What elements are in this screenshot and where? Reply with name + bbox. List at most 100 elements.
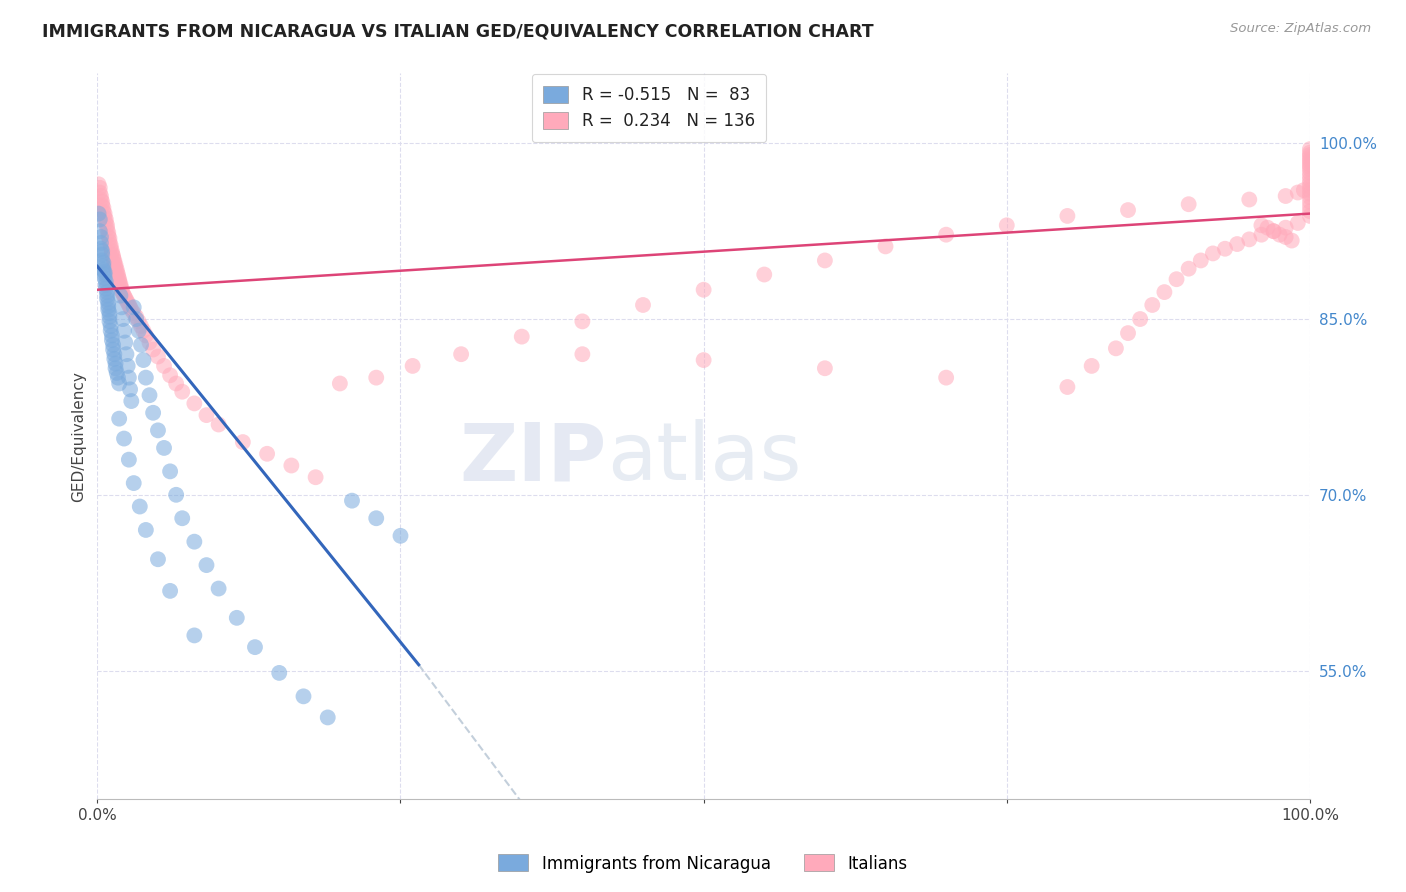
Point (1299, 190, 1322, 204)
Point (112, 324, 135, 338)
Point (98, 235, 121, 249)
Point (814, 361, 837, 376)
Point (101, 244, 124, 258)
Point (98, 231, 121, 245)
Point (98, 306, 121, 320)
Point (94, 216, 117, 230)
Point (103, 256, 125, 270)
Point (153, 441, 176, 455)
Point (692, 283, 714, 297)
Point (107, 269, 129, 284)
Point (138, 335, 160, 350)
Point (1299, 162, 1322, 177)
Point (120, 301, 142, 315)
Point (1299, 148, 1322, 162)
Point (97, 302, 120, 317)
Point (93, 204, 115, 219)
Point (1299, 209, 1322, 223)
Point (142, 343, 165, 357)
Point (1202, 246, 1225, 260)
Point (135, 523, 157, 537)
Point (146, 552, 169, 566)
Legend: Immigrants from Nicaragua, Italians: Immigrants from Nicaragua, Italians (492, 847, 914, 880)
Point (97, 299, 120, 313)
Point (105, 265, 128, 279)
Point (110, 282, 132, 296)
Point (96, 219, 118, 233)
Point (110, 277, 132, 291)
Point (115, 347, 138, 361)
Point (90, 189, 112, 203)
Point (87, 178, 110, 192)
Text: IMMIGRANTS FROM NICARAGUA VS ITALIAN GED/EQUIVALENCY CORRELATION CHART: IMMIGRANTS FROM NICARAGUA VS ITALIAN GED… (42, 22, 873, 40)
Point (122, 306, 145, 320)
Point (995, 219, 1018, 233)
Point (1256, 220, 1278, 235)
Point (1250, 227, 1272, 242)
Point (1116, 203, 1139, 218)
Point (340, 493, 363, 508)
Point (1189, 253, 1212, 268)
Point (1299, 169, 1322, 183)
Point (1299, 172, 1322, 186)
Point (1299, 145, 1322, 160)
Point (112, 432, 135, 446)
Point (366, 511, 388, 525)
Point (105, 366, 128, 380)
Point (935, 227, 957, 242)
Point (89, 181, 111, 195)
Point (195, 558, 218, 573)
Point (1286, 216, 1309, 230)
Point (89, 212, 111, 227)
Point (112, 288, 135, 302)
Point (96, 292, 118, 306)
Point (510, 329, 533, 343)
Point (1056, 380, 1078, 394)
Text: Source: ZipAtlas.com: Source: ZipAtlas.com (1230, 22, 1371, 36)
Point (1056, 209, 1078, 223)
Point (105, 263, 128, 277)
Point (1292, 183, 1315, 197)
Point (172, 511, 194, 525)
Point (103, 351, 125, 366)
Point (316, 710, 339, 724)
Point (93, 265, 115, 279)
Point (101, 338, 124, 352)
Point (94, 282, 117, 296)
Point (120, 382, 142, 396)
Point (98, 314, 121, 328)
Point (97, 225, 120, 239)
Point (132, 353, 155, 368)
Point (104, 357, 127, 371)
Point (129, 338, 152, 352)
Text: atlas: atlas (606, 419, 801, 497)
Point (94, 275, 117, 289)
Point (94, 278, 117, 293)
Point (129, 319, 152, 334)
Point (91, 198, 114, 212)
Point (93, 206, 115, 220)
Point (366, 370, 388, 384)
Point (111, 286, 134, 301)
Point (1274, 189, 1296, 203)
Point (108, 272, 131, 286)
Point (571, 347, 593, 361)
Point (183, 534, 205, 549)
Point (1299, 194, 1322, 209)
Point (110, 301, 132, 315)
Point (89, 186, 111, 200)
Point (89, 224, 111, 238)
Point (269, 665, 291, 680)
Point (91, 253, 114, 268)
Point (104, 361, 127, 376)
Point (225, 611, 247, 625)
Point (135, 328, 157, 343)
Point (1263, 224, 1285, 238)
Point (875, 239, 897, 253)
Point (1116, 326, 1139, 340)
Point (108, 411, 131, 425)
Point (1299, 153, 1322, 167)
Point (1105, 342, 1128, 356)
Point (1299, 157, 1322, 171)
Legend: R = -0.515   N =  83, R =  0.234   N = 136: R = -0.515 N = 83, R = 0.234 N = 136 (531, 74, 766, 142)
